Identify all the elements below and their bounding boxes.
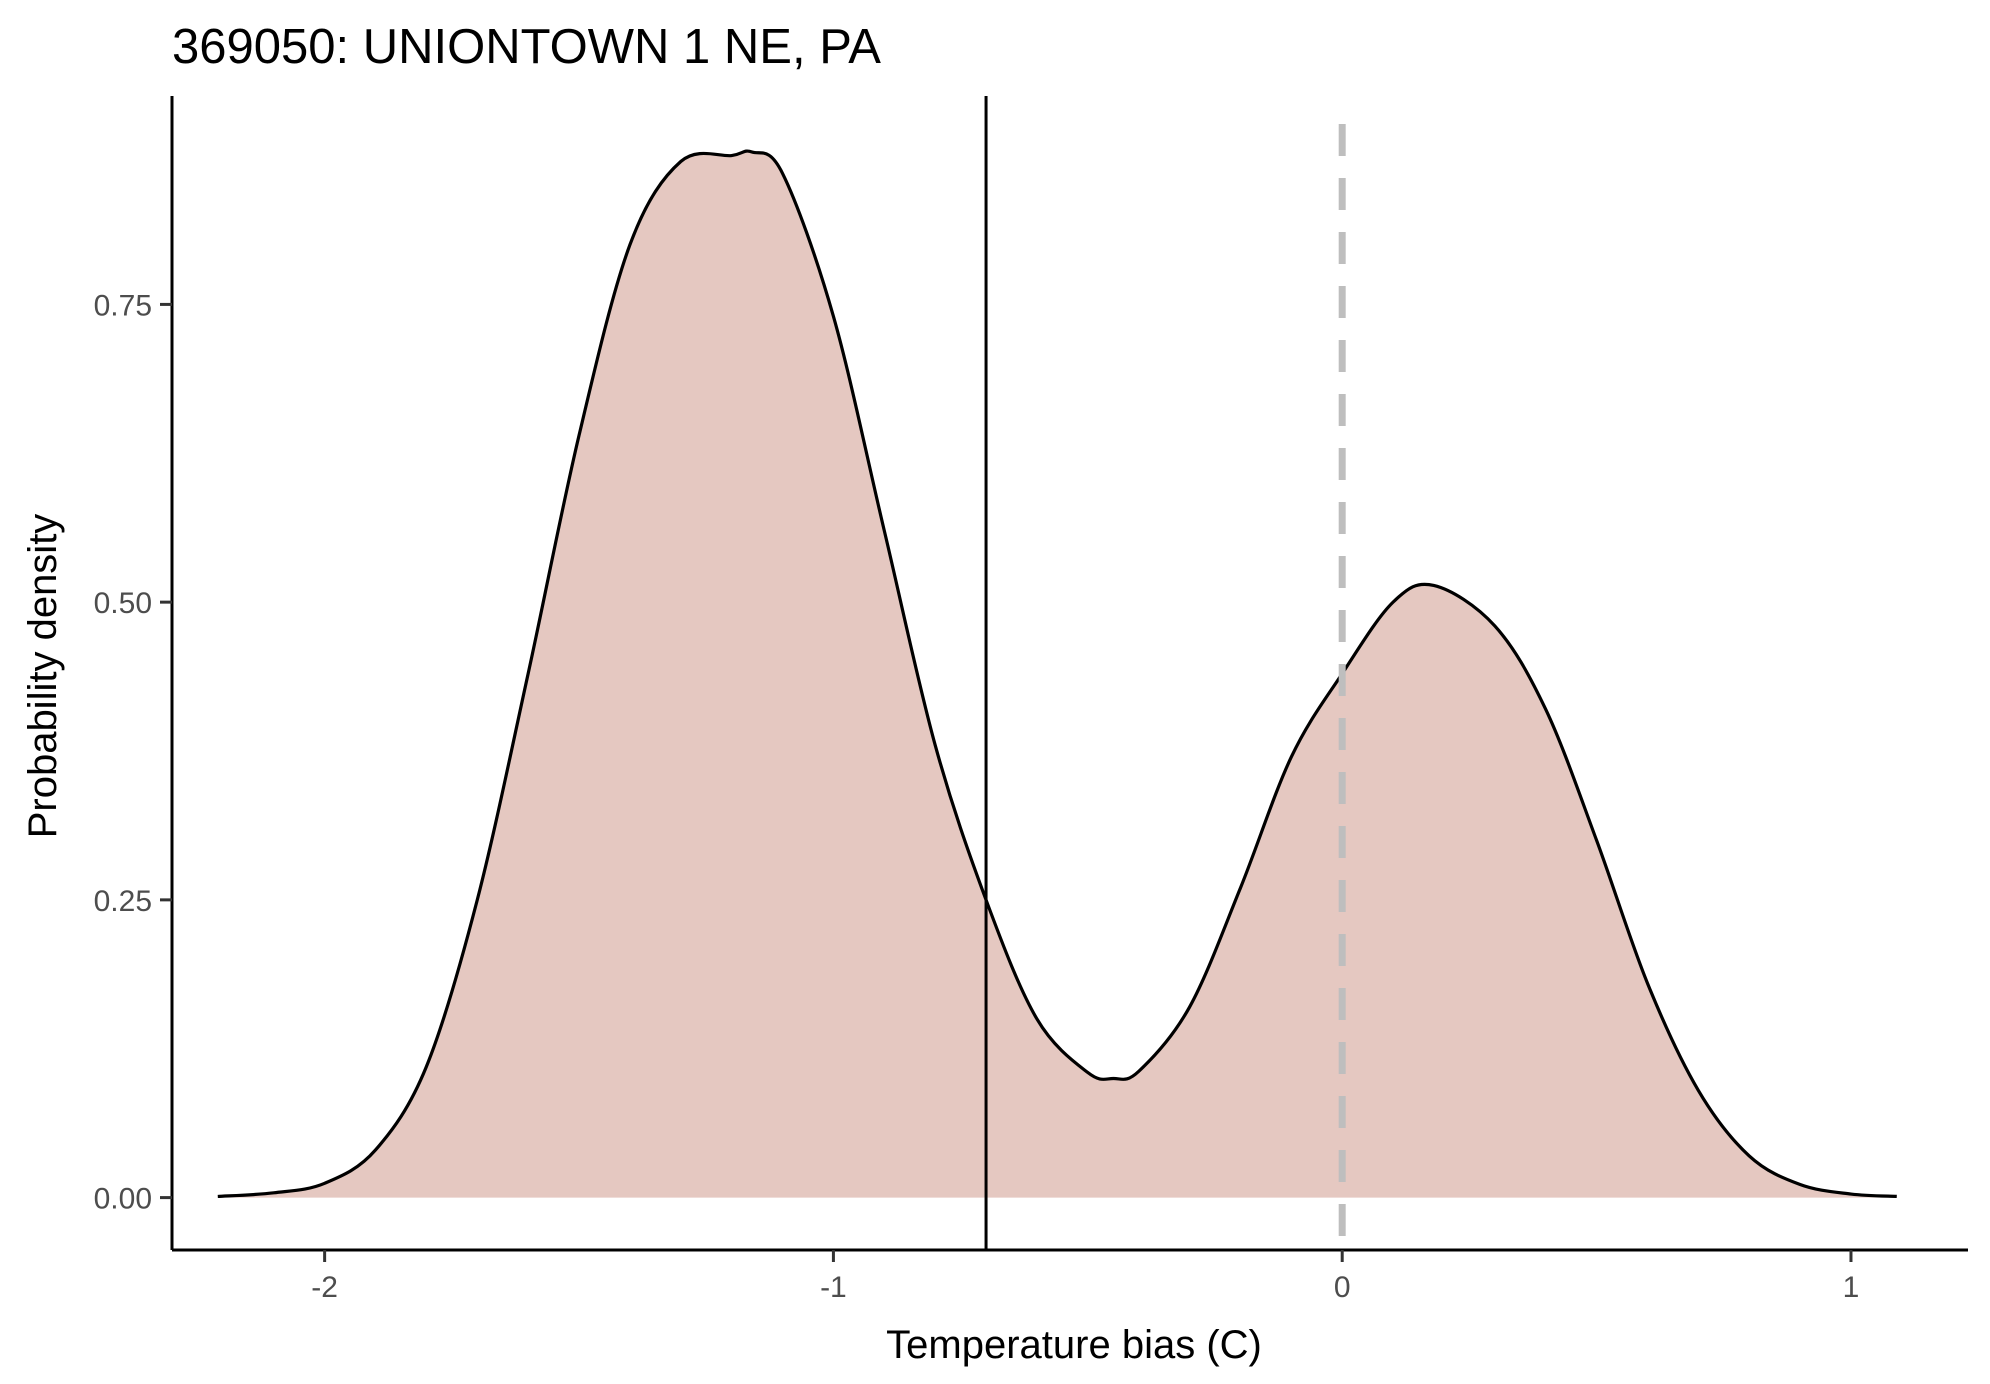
- y-tick-label: 0.00: [94, 1183, 152, 1216]
- axes: [170, 96, 1968, 1252]
- x-tick-label: 0: [1334, 1271, 1351, 1304]
- x-axis-ticks: -2 -1 0 1: [311, 1250, 1859, 1304]
- x-axis-title: Temperature bias (C): [886, 1323, 1262, 1367]
- x-tick-label: -2: [311, 1271, 338, 1304]
- y-tick-label: 0.75: [94, 289, 152, 322]
- x-tick-label: -1: [820, 1271, 847, 1304]
- y-axis-ticks: 0.00 0.25 0.50 0.75: [94, 289, 172, 1216]
- y-tick-label: 0.25: [94, 885, 152, 918]
- x-tick-label: 1: [1843, 1271, 1860, 1304]
- chart-title: 369050: UNIONTOWN 1 NE, PA: [172, 20, 881, 74]
- density-area: [217, 151, 1897, 1198]
- plot-area: [217, 96, 1897, 1250]
- y-tick-label: 0.50: [94, 587, 152, 620]
- y-axis-title: Probability density: [21, 514, 65, 839]
- density-curve: [217, 149, 1897, 1199]
